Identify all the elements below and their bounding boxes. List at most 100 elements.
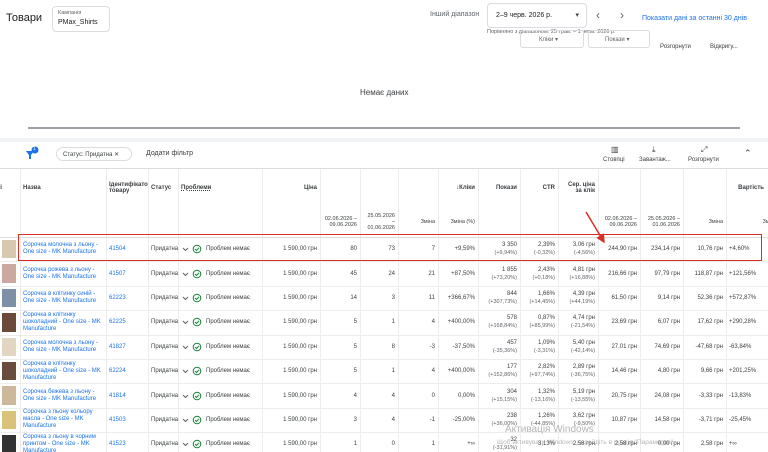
- expand-icon[interactable]: ⤢: [701, 145, 708, 154]
- date-range: 2–9 черв. 2026 р.: [496, 12, 553, 19]
- thumbnail: [2, 386, 16, 405]
- impr-value: 844: [506, 290, 517, 297]
- compare-text: Порівняно з діапазоном: 25 трав. – 1 чер…: [487, 29, 616, 35]
- clicks-0: 4: [353, 392, 357, 399]
- clicks-2: -1: [429, 416, 435, 423]
- row-divider: [0, 432, 768, 434]
- impr-change: (-35,36%): [492, 347, 517, 354]
- collapse-button[interactable]: ⌃: [744, 148, 752, 158]
- metric-label: Кліки: [539, 37, 554, 43]
- cost-1: 14,58 грн: [654, 416, 680, 423]
- header-cost: Вартість: [738, 184, 764, 191]
- cost-0: 61,50 грн: [611, 294, 637, 301]
- expand-button[interactable]: Розгорнути: [660, 44, 691, 50]
- product-name: Сорочка з льону кольору масла - One size…: [23, 409, 93, 430]
- next-button[interactable]: ›: [620, 8, 624, 22]
- cost-2: 9,66 грн: [700, 368, 723, 375]
- cost-3: -13,83%: [729, 392, 752, 399]
- impr-change: (+152,86%): [488, 372, 517, 379]
- cost-1: 24,08 грн: [654, 392, 680, 399]
- header-cpc: Сер. ціна за клік: [568, 181, 595, 194]
- ctr: 1,32% (-13,16%): [520, 383, 558, 407]
- metric-dropdown[interactable]: Кліки ▾: [520, 30, 584, 48]
- problem-text: Проблем немає: [206, 270, 250, 277]
- ctr-change: (-0,32%): [533, 250, 555, 257]
- problem-text: Проблем немає: [206, 343, 250, 350]
- product-id: 41507: [109, 270, 126, 277]
- problem-text: Проблем немає: [206, 392, 250, 399]
- impr-value: 578: [506, 315, 517, 322]
- status-icon: [182, 293, 202, 303]
- clicks-3: +87,50%: [451, 270, 475, 277]
- filter-icon[interactable]: [24, 146, 40, 162]
- row-divider: [0, 285, 768, 287]
- cpc-value: 4,81 грн: [572, 266, 595, 273]
- thumbnail: [2, 240, 16, 259]
- watermark-title: Активація Windows: [505, 424, 594, 435]
- open-button[interactable]: Відкригу...: [710, 44, 738, 50]
- date-range-dropdown[interactable]: 2–9 черв. 2026 р. ▾: [487, 3, 587, 28]
- thumbnail: [2, 337, 16, 356]
- price: 1 590,00 грн: [283, 392, 317, 399]
- cost-0: 244,90 грн: [608, 246, 637, 253]
- impr-change: (+15,15%): [491, 396, 517, 403]
- impr: 457 (-35,36%): [478, 335, 520, 359]
- clicks-0: 1: [353, 441, 357, 448]
- cpc: 3,62 грн (-9,50%): [558, 408, 598, 432]
- impr: 32 (-31,91%): [478, 432, 520, 452]
- product-id: 62224: [109, 368, 126, 375]
- header-name: Назва: [23, 184, 41, 191]
- cost-3: +290,28%: [729, 319, 757, 326]
- clicks-1: 1: [391, 319, 395, 326]
- impr: 238 (+36,00%): [478, 408, 520, 432]
- product-name: Сорочка в клітинку шоколадний - One size…: [23, 360, 101, 381]
- problem-text: Проблем немає: [206, 319, 250, 326]
- status-icon: [182, 342, 202, 352]
- subheader: Зміна (%): [762, 218, 768, 225]
- ctr: 1,09% (-3,31%): [520, 335, 558, 359]
- cpc-change: (-13,55%): [570, 396, 595, 403]
- download-icon[interactable]: ⤓: [652, 145, 656, 154]
- row-divider: [0, 383, 768, 385]
- cpc-change: (-42,14%): [570, 347, 595, 354]
- row-divider: [0, 261, 768, 263]
- ctr: 2,43% (+0,18%): [520, 261, 558, 285]
- price: 1 590,00 грн: [283, 441, 317, 448]
- status-icon: [182, 415, 202, 425]
- filter-chip[interactable]: Статус: Придатна ✕: [56, 147, 132, 161]
- clicks-3: -25,00%: [452, 416, 475, 423]
- clicks-2: 7: [431, 246, 435, 253]
- row-divider: [0, 359, 768, 360]
- cost-2: 2,58 грн: [700, 441, 723, 448]
- ctr: 2,82% (+97,74%): [520, 359, 558, 383]
- clicks-3: +9,59%: [454, 246, 475, 253]
- cost-2: 52,36 грн: [697, 294, 723, 301]
- cpc-value: 4,39 грн: [572, 290, 595, 297]
- subheader: Зміна (%): [450, 218, 475, 225]
- cost-0: 10,87 грн: [611, 416, 637, 423]
- product-id: 41523: [109, 441, 126, 448]
- range-label: Інший діапазон: [430, 11, 480, 18]
- status-icon: [182, 391, 202, 400]
- download-label: Завантаж...: [639, 157, 671, 163]
- row-divider: [0, 334, 768, 336]
- ctr-change: (-44,85%): [530, 420, 555, 427]
- campaign-chip[interactable]: Кампанія PMax_Shirts: [52, 6, 110, 32]
- cost-0: 216,66 грн: [608, 270, 637, 277]
- columns-icon[interactable]: ▥: [611, 145, 619, 154]
- impr-change: (+168,84%): [488, 323, 517, 330]
- add-filter[interactable]: Додати фільтр: [146, 150, 194, 157]
- header-id: Ідентифікатор товару: [109, 181, 148, 194]
- metric-dropdown[interactable]: Покази ▾: [588, 30, 650, 48]
- clicks-3: +400,00%: [447, 368, 475, 375]
- last30-link[interactable]: Показати дані за останні 30 днів: [642, 15, 747, 22]
- impr: 3 350 (+9,94%): [478, 237, 520, 261]
- ctr-value: 1,66%: [537, 290, 555, 297]
- prev-button[interactable]: ‹: [596, 8, 600, 22]
- ctr-change: (+0,18%): [532, 274, 555, 281]
- problems: Проблем немає: [178, 408, 262, 432]
- clicks-0: 80: [350, 246, 357, 253]
- thumbnail: [2, 288, 16, 308]
- cost-1: 0,00 грн: [657, 441, 680, 448]
